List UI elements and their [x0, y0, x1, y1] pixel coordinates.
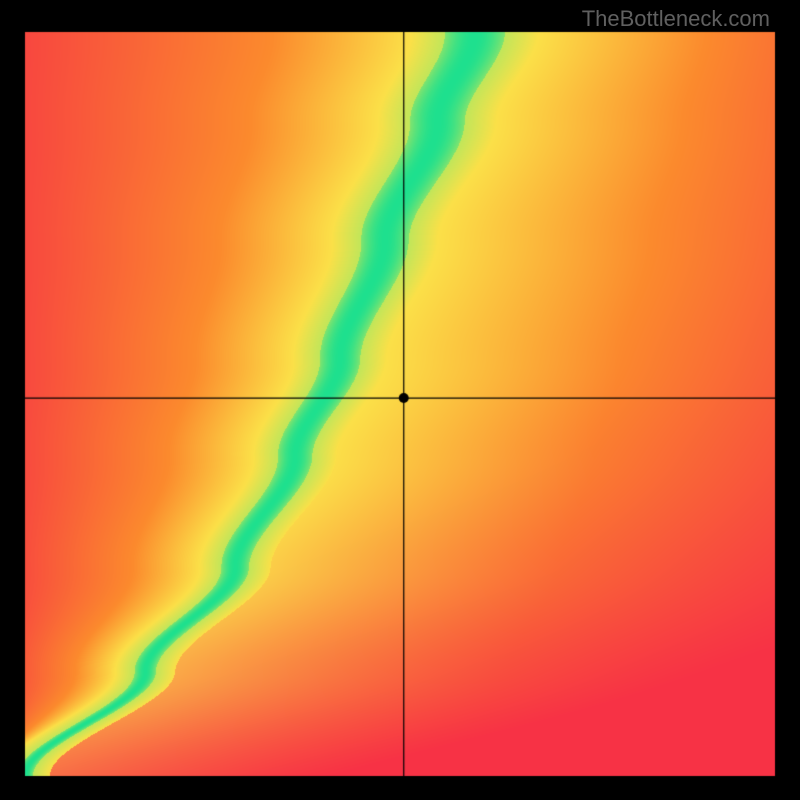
watermark-label: TheBottleneck.com: [582, 6, 770, 32]
heatmap-canvas: [0, 0, 800, 800]
chart-container: TheBottleneck.com: [0, 0, 800, 800]
